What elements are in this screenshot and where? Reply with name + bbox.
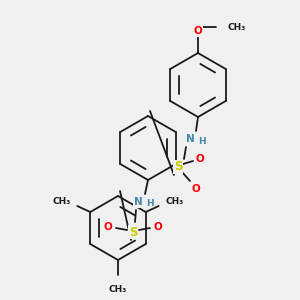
Text: O: O [194,26,202,36]
Text: S: S [129,226,137,238]
Text: N: N [186,134,194,144]
Text: CH₃: CH₃ [109,285,127,294]
Text: S: S [174,160,182,173]
Text: O: O [196,154,204,164]
Text: CH₃: CH₃ [52,197,70,206]
Text: CH₃: CH₃ [228,22,246,32]
Text: CH₃: CH₃ [166,197,184,206]
Text: O: O [103,222,112,232]
Text: O: O [192,184,200,194]
Text: H: H [146,200,154,208]
Text: N: N [134,197,142,207]
Text: O: O [154,222,162,232]
Text: H: H [198,136,206,146]
